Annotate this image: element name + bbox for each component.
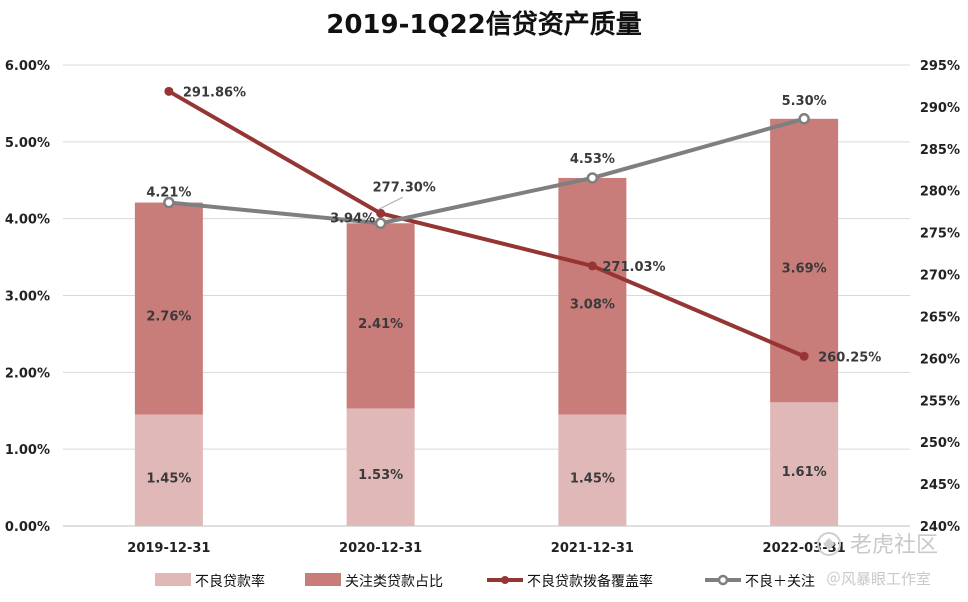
bar-data-label: 1.45% xyxy=(146,471,191,486)
x-tick-label: 2021-12-31 xyxy=(551,541,634,556)
axis-layer: 0.00% 1.00% 2.00% 3.00% 4.00% 5.00% 6.00% 240% 2… xyxy=(5,59,960,556)
line-point xyxy=(163,196,175,209)
y-left-tick-label: 4.00% xyxy=(5,213,50,228)
y-right-tick-label: 285% xyxy=(920,143,960,158)
line-data-label: 4.53% xyxy=(570,152,615,167)
bar-npl-ratio xyxy=(346,408,415,526)
bar-layer xyxy=(134,118,839,526)
watermark: 老虎社区 ＠风暴眼工作室 xyxy=(817,532,938,588)
bar-special-mention-ratio xyxy=(134,202,203,415)
y-right-tick-label: 260% xyxy=(920,352,960,367)
bar-data-label: 2.76% xyxy=(146,310,191,325)
legend-swatch xyxy=(305,573,341,586)
legend-label: 不良贷款率 xyxy=(195,573,265,590)
y-left-tick-label: 3.00% xyxy=(5,290,50,305)
line-coverage-ratio xyxy=(166,89,807,359)
watermark-sub: ＠风暴眼工作室 xyxy=(826,570,931,588)
y-right-tick-label: 290% xyxy=(920,101,960,116)
line-data-label: 271.03% xyxy=(602,260,665,275)
line-layer xyxy=(163,86,810,361)
bar-special-mention-ratio xyxy=(346,223,415,409)
bar-special-mention-ratio xyxy=(558,177,627,415)
watermark-logo-icon xyxy=(817,532,841,556)
y-right-tick-label: 295% xyxy=(920,59,960,74)
legend-marker xyxy=(501,576,509,584)
line-point xyxy=(799,351,809,361)
bar-data-label: 2.41% xyxy=(358,317,403,332)
bar-data-label: 1.45% xyxy=(570,471,615,486)
y-right-tick-label: 270% xyxy=(920,269,960,284)
y-right-tick-label: 280% xyxy=(920,185,960,200)
chart-title: 2019-1Q22信贷资产质量 xyxy=(326,9,642,40)
line-data-label: 5.30% xyxy=(782,94,827,109)
legend: 不良贷款率 关注类贷款占比 不良贷款拨备覆盖率 不良＋关注 xyxy=(155,573,815,590)
line-npl-plus-special xyxy=(166,116,807,226)
watermark-main: 老虎社区 xyxy=(850,533,938,558)
legend-swatch xyxy=(155,573,191,586)
y-left-tick-label: 2.00% xyxy=(5,366,50,381)
y-left-tick-label: 1.00% xyxy=(5,443,50,458)
y-left-tick-label: 5.00% xyxy=(5,136,50,151)
x-tick-label: 2019-12-31 xyxy=(127,541,210,556)
y-right-tick-label: 250% xyxy=(920,436,960,451)
y-left-tick-label: 6.00% xyxy=(5,59,50,74)
bar-npl-ratio xyxy=(558,414,627,526)
bar-npl-ratio xyxy=(770,402,839,526)
line-point xyxy=(376,208,386,218)
x-tick-label: 2020-12-31 xyxy=(339,541,422,556)
line-data-label: 277.30% xyxy=(373,180,436,195)
y-right-tick-label: 265% xyxy=(920,310,960,325)
line-point xyxy=(587,261,597,271)
gridlines xyxy=(63,64,910,527)
bar-data-label: 1.53% xyxy=(358,468,403,483)
data-label-layer: 1.45% 1.53% 1.45% 1.61% 2.76% 2.41% 3.08% 3.69%… xyxy=(146,85,881,486)
line-data-label: 260.25% xyxy=(818,350,881,365)
line-point xyxy=(164,86,174,96)
y-right-tick-label: 275% xyxy=(920,227,960,242)
label-leader-line xyxy=(378,196,403,210)
y-right-tick-label: 255% xyxy=(920,394,960,409)
line-point xyxy=(798,113,810,125)
legend-label: 关注类贷款占比 xyxy=(345,574,443,590)
legend-marker xyxy=(717,574,729,586)
bar-data-label: 3.69% xyxy=(782,262,827,277)
line-data-label: 4.21% xyxy=(146,186,191,201)
y-right-tick-label: 240% xyxy=(920,520,960,535)
line-point xyxy=(374,217,387,230)
line-data-label: 3.94% xyxy=(330,211,375,226)
legend-label: 不良＋关注 xyxy=(745,574,815,590)
bar-npl-ratio xyxy=(134,414,203,526)
y-right-tick-label: 245% xyxy=(920,478,960,493)
y-left-tick-label: 0.00% xyxy=(5,520,50,535)
line-data-label: 291.86% xyxy=(183,85,246,100)
line-point xyxy=(586,172,599,184)
bar-data-label: 1.61% xyxy=(782,465,827,480)
bar-data-label: 3.08% xyxy=(570,297,615,312)
legend-label: 不良贷款拨备覆盖率 xyxy=(527,573,653,590)
